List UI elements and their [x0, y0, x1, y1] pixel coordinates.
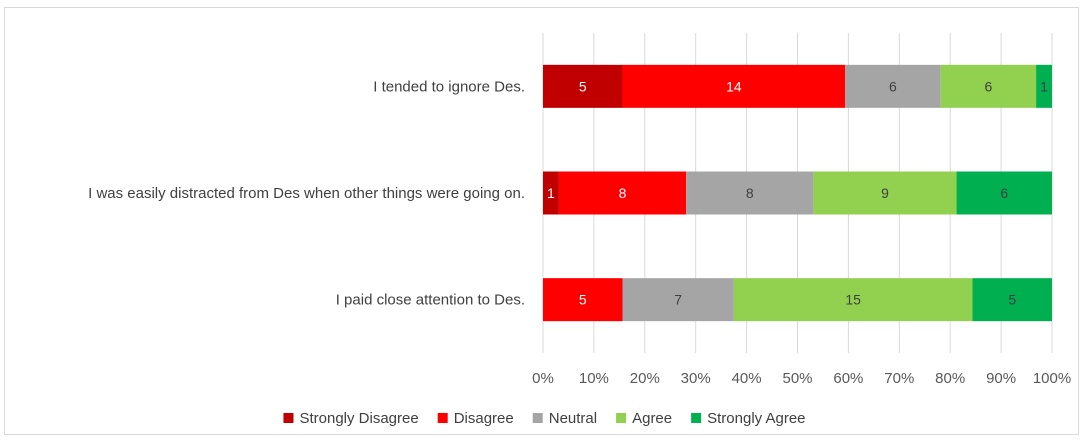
- x-tick-label: 50%: [782, 370, 812, 387]
- bars: 5 14 6 6 1 1 8 8 9 6 5 7 15 5: [543, 64, 1052, 322]
- legend-label: Strongly Disagree: [299, 410, 418, 427]
- x-tick-label: 70%: [884, 370, 914, 387]
- bar-segment: [1036, 64, 1052, 108]
- bar-value-label: 8: [746, 185, 754, 201]
- x-tick-label: 60%: [833, 370, 863, 387]
- legend-label: Strongly Agree: [707, 410, 805, 427]
- x-tick-label: 40%: [732, 370, 762, 387]
- bar-segment: [845, 64, 941, 108]
- legend-swatch: [437, 413, 448, 423]
- bar-value-label: 8: [619, 185, 627, 201]
- bar-value-label: 15: [845, 292, 861, 308]
- bar-value-label: 1: [1040, 78, 1048, 94]
- legend-label: Agree: [632, 410, 672, 427]
- bar-value-label: 9: [881, 185, 889, 201]
- x-tick-label: 0%: [532, 370, 554, 387]
- bar-value-label: 5: [579, 78, 587, 94]
- bar-value-label: 6: [889, 78, 897, 94]
- bar-value-label: 1: [547, 185, 555, 201]
- bar-segment: [558, 171, 687, 215]
- legend-swatch: [283, 413, 294, 423]
- bar-segment: [940, 64, 1037, 108]
- chart-frame: [4, 7, 1079, 435]
- bar-segment: [686, 171, 814, 215]
- category-label: I was easily distracted from Des when ot…: [88, 185, 525, 202]
- bar-segment: [543, 171, 559, 215]
- legend-swatch: [616, 413, 627, 423]
- category-label: I tended to ignore Des.: [373, 78, 525, 95]
- legend-swatch: [691, 413, 702, 423]
- bar-value-label: 7: [674, 292, 682, 308]
- bar-value-label: 5: [579, 292, 587, 308]
- x-tick-label: 30%: [681, 370, 711, 387]
- bar-value-label: 14: [726, 78, 742, 94]
- legend: Strongly Disagree Disagree Neutral Agree Str…: [283, 410, 806, 427]
- x-tick-label: 20%: [630, 370, 660, 387]
- x-tick-label: 80%: [935, 370, 965, 387]
- legend-label: Disagree: [454, 410, 514, 427]
- x-tick-label: 90%: [986, 370, 1016, 387]
- bar-segment: [543, 64, 623, 108]
- bar-value-label: 6: [1000, 185, 1008, 201]
- x-axis-ticks: 0% 10% 20% 30% 40% 50% 60% 70% 80% 90% 100%: [532, 370, 1071, 387]
- bar-segment: [622, 278, 734, 322]
- bar-segment: [813, 171, 957, 215]
- x-tick-label: 100%: [1033, 370, 1071, 387]
- category-label: I paid close attention to Des.: [336, 292, 525, 309]
- x-tick-label: 10%: [579, 370, 609, 387]
- legend-swatch: [532, 413, 543, 423]
- bar-segment: [622, 64, 846, 108]
- category-labels: I tended to ignore Des. I was easily dist…: [88, 78, 525, 308]
- bar-segment: [956, 171, 1052, 215]
- bar-segment: [543, 278, 623, 322]
- bar-value-label: 6: [984, 78, 992, 94]
- bar-segment: [733, 278, 973, 322]
- legend-label: Neutral: [549, 410, 597, 427]
- bar-value-label: 5: [1008, 292, 1016, 308]
- bar-segment: [972, 278, 1052, 322]
